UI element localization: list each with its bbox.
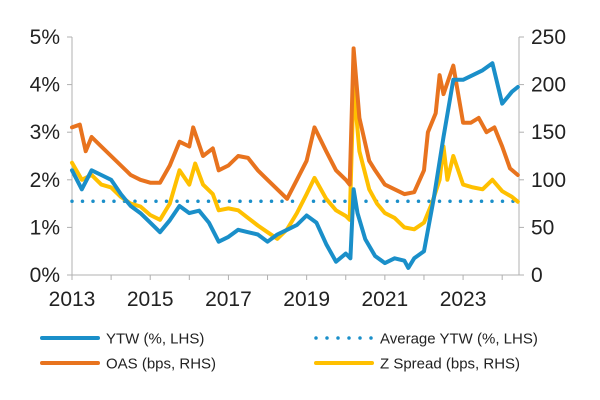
legend-label: Average YTW (%, LHS)	[380, 331, 538, 348]
left-tick-label: 3%	[30, 121, 60, 144]
left-tick-label: 4%	[30, 74, 60, 97]
x-tick-label: 2023	[440, 288, 487, 311]
x-tick-label: 2019	[283, 288, 330, 311]
legend-label: OAS (bps, RHS)	[106, 356, 216, 373]
ytw-series-line	[70, 61, 520, 270]
right-tick-label: 200	[531, 74, 566, 97]
oas-series-line	[70, 46, 520, 201]
left-tick-label: 5%	[30, 26, 60, 49]
legend-label: Z Spread (bps, RHS)	[380, 356, 520, 373]
legend: YTW (%, LHS) Average YTW (%, LHS) OAS (bps…	[40, 331, 538, 373]
right-tick-label: 150	[531, 121, 566, 144]
left-tick-label: 1%	[30, 216, 60, 239]
series-group	[70, 46, 520, 270]
right-tick-label: 250	[531, 26, 566, 49]
left-tick-label: 2%	[30, 169, 60, 192]
axes: 0% 1% 2% 3% 4% 5% 0 50 100 150 200 250 2013 2015 2017 2…	[30, 26, 566, 311]
x-tick-label: 2017	[205, 288, 252, 311]
x-tick-label: 2013	[49, 288, 96, 311]
x-tick-label: 2015	[127, 288, 174, 311]
legend-label: YTW (%, LHS)	[106, 331, 204, 348]
left-tick-label: 0%	[30, 264, 60, 287]
right-tick-label: 50	[531, 216, 554, 239]
right-tick-label: 0	[531, 264, 543, 287]
z-series-line	[70, 82, 520, 241]
x-tick-label: 2021	[362, 288, 409, 311]
right-tick-label: 100	[531, 169, 566, 192]
